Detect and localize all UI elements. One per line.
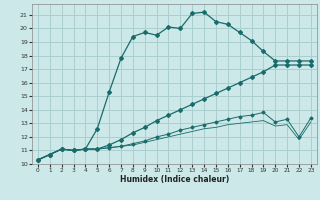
X-axis label: Humidex (Indice chaleur): Humidex (Indice chaleur) <box>120 175 229 184</box>
